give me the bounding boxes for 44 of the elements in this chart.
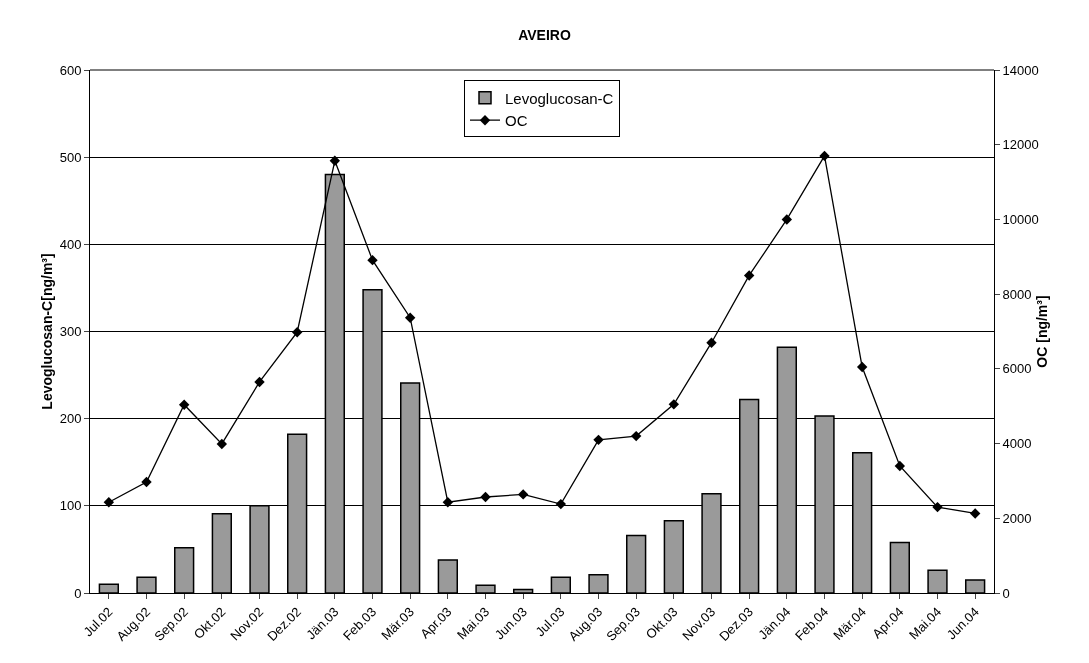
point bbox=[894, 460, 906, 472]
y-tick-label: 100 bbox=[59, 498, 82, 514]
y2-tick-label: 12000 bbox=[1002, 137, 1039, 153]
point bbox=[178, 399, 190, 410]
y-axis-title: Levoglucosan-C[ng/m³] bbox=[39, 253, 55, 410]
point bbox=[555, 498, 567, 510]
point bbox=[743, 270, 755, 281]
y2-tick-label: 10000 bbox=[1002, 211, 1039, 227]
point bbox=[517, 489, 529, 500]
point bbox=[819, 150, 830, 162]
y2-tick-label: 8000 bbox=[1002, 286, 1032, 302]
legend-label: OC bbox=[505, 112, 528, 130]
point bbox=[781, 214, 793, 225]
point bbox=[480, 491, 491, 503]
point bbox=[668, 399, 680, 410]
point bbox=[141, 476, 152, 488]
legend-label: Levoglucosan-C bbox=[505, 89, 614, 107]
y-tick-label: 300 bbox=[59, 324, 82, 340]
point bbox=[367, 254, 378, 266]
y-tick-label: 500 bbox=[59, 149, 82, 165]
y-tick-label: 0 bbox=[74, 585, 82, 601]
point bbox=[969, 508, 981, 519]
y2-tick-label: 14000 bbox=[1002, 62, 1039, 78]
y-tick-label: 200 bbox=[59, 411, 82, 427]
y2-tick-label: 4000 bbox=[1002, 436, 1032, 452]
point bbox=[442, 497, 454, 508]
point bbox=[103, 497, 115, 508]
y2-tick-label: 6000 bbox=[1002, 361, 1032, 377]
point bbox=[404, 312, 416, 323]
point bbox=[593, 434, 604, 446]
point bbox=[216, 438, 228, 450]
point bbox=[329, 155, 341, 166]
chart-title: AVEIRO bbox=[518, 26, 571, 43]
y-tick-label: 400 bbox=[59, 236, 82, 252]
y2-axis-title: OC [ng/m³] bbox=[1033, 295, 1050, 368]
y-tick-label: 600 bbox=[59, 62, 82, 78]
y2-tick-label: 0 bbox=[1002, 585, 1010, 601]
point bbox=[856, 361, 868, 373]
point bbox=[254, 376, 265, 388]
point bbox=[291, 327, 303, 338]
point bbox=[706, 337, 717, 348]
point bbox=[932, 501, 943, 513]
point bbox=[630, 430, 642, 442]
y2-tick-label: 2000 bbox=[1002, 510, 1032, 526]
